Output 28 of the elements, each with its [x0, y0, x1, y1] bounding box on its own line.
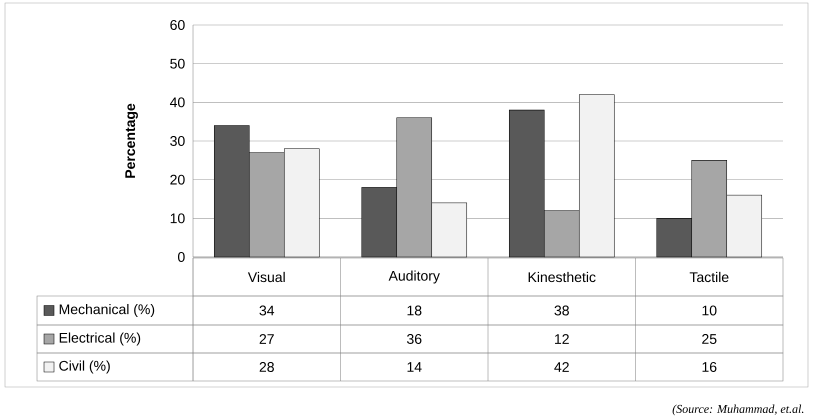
data-label: 42: [554, 362, 569, 372]
data-label: 18: [408, 306, 422, 316]
x-tick-label: Visual: [248, 272, 285, 282]
data-label: 10: [702, 306, 716, 316]
legend-label: Civil (%): [59, 360, 110, 374]
y-tick-label: 0: [178, 252, 185, 262]
data-label: 25: [702, 334, 716, 344]
data-label: 16: [702, 362, 716, 372]
y-tick-label: 50: [170, 58, 185, 69]
y-tick-label: 10: [170, 213, 185, 224]
legend-label: Mechanical (%): [60, 304, 154, 318]
y-tick-label: 40: [170, 97, 185, 108]
data-label: 38: [554, 306, 569, 316]
data-label: 28: [260, 362, 274, 372]
x-tick-label: Kinesthetic: [528, 272, 596, 282]
data-label: 34: [259, 306, 274, 316]
x-tick-label: Tactile: [690, 272, 728, 282]
data-label: 36: [406, 334, 422, 344]
y-tick-label: 30: [170, 136, 185, 146]
x-tick-label: Auditory: [388, 270, 440, 284]
data-label: 27: [260, 334, 274, 344]
y-tick-label: 60: [170, 20, 185, 30]
data-label: 14: [408, 362, 422, 372]
y-tick-label: 20: [170, 174, 185, 185]
text: (Source: Muhammad, et.al.: [672, 404, 804, 416]
y-axis-title: Percentage: [125, 104, 138, 178]
data-label: 12: [555, 334, 569, 344]
legend-label: Electrical (%): [60, 332, 140, 346]
